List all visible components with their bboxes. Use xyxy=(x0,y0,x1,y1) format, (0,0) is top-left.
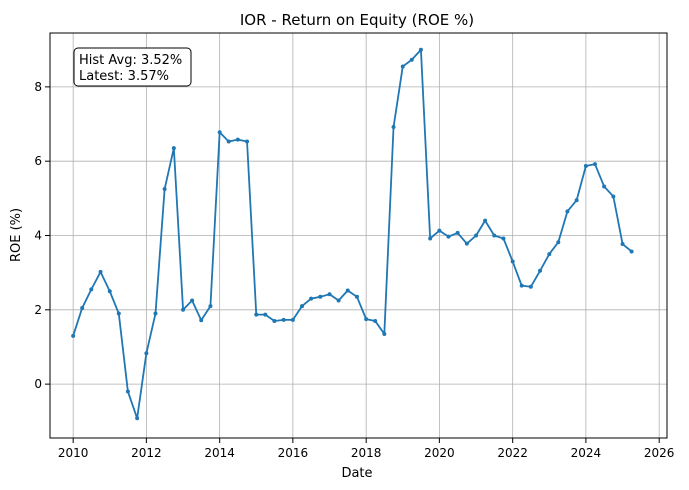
data-point xyxy=(547,252,552,257)
x-tick-label: 2010 xyxy=(58,446,89,460)
data-point xyxy=(226,139,231,144)
x-tick-label: 2014 xyxy=(204,446,235,460)
data-point xyxy=(593,162,598,167)
data-point xyxy=(245,139,250,144)
data-point xyxy=(538,268,543,273)
y-axis: 0 2 4 6 8 xyxy=(34,80,50,391)
data-point xyxy=(620,242,625,247)
x-tick-label: 2018 xyxy=(351,446,382,460)
data-point xyxy=(125,389,130,394)
data-point xyxy=(446,234,451,239)
data-point xyxy=(116,311,121,316)
data-point xyxy=(583,164,588,169)
x-tick-label: 2012 xyxy=(131,446,162,460)
data-point xyxy=(272,318,277,323)
data-point xyxy=(290,317,295,322)
data-point xyxy=(217,130,222,135)
data-point xyxy=(382,331,387,336)
annotation-hist-avg: Hist Avg: 3.52% xyxy=(79,53,182,68)
data-point xyxy=(464,241,469,246)
data-point xyxy=(474,233,479,238)
x-axis-label: Date xyxy=(341,466,372,481)
y-tick-label: 8 xyxy=(34,80,42,94)
data-point xyxy=(373,318,378,323)
data-point xyxy=(409,57,414,62)
data-point xyxy=(327,292,332,297)
data-point xyxy=(400,64,405,69)
x-tick-label: 2026 xyxy=(644,446,675,460)
data-point xyxy=(318,294,323,299)
data-point xyxy=(309,296,314,301)
data-point xyxy=(254,312,259,317)
grid xyxy=(50,33,667,438)
data-point xyxy=(235,137,240,142)
data-point xyxy=(428,236,433,241)
data-point xyxy=(391,125,396,130)
data-point xyxy=(162,187,167,192)
y-tick-label: 2 xyxy=(34,303,42,317)
data-point xyxy=(144,351,149,356)
y-tick-label: 6 xyxy=(34,154,42,168)
data-point xyxy=(89,287,94,292)
data-point xyxy=(418,47,423,52)
annotation-latest: Latest: 3.57% xyxy=(79,69,169,84)
data-point xyxy=(135,416,140,421)
data-point xyxy=(199,318,204,323)
data-point xyxy=(98,269,103,274)
y-tick-label: 0 xyxy=(34,377,42,391)
series-line xyxy=(72,48,633,420)
data-point xyxy=(354,294,359,299)
data-point xyxy=(107,289,112,294)
data-point xyxy=(574,198,579,203)
data-point xyxy=(556,240,561,245)
data-point xyxy=(153,311,158,316)
annotation-box xyxy=(73,47,192,87)
y-tick-label: 4 xyxy=(34,229,42,243)
data-point xyxy=(171,146,176,151)
x-tick-label: 2020 xyxy=(424,446,455,460)
data-point xyxy=(71,333,76,338)
data-point xyxy=(492,233,497,238)
data-point xyxy=(565,209,570,214)
stats-annotation: Hist Avg: 3.52% Latest: 3.57% xyxy=(73,47,192,87)
data-point xyxy=(345,288,350,293)
data-point xyxy=(455,230,460,235)
data-point xyxy=(519,283,524,288)
data-point xyxy=(528,284,533,289)
x-tick-label: 2016 xyxy=(278,446,309,460)
data-point xyxy=(602,184,607,189)
data-point xyxy=(510,259,515,264)
data-point xyxy=(190,298,195,303)
data-point xyxy=(483,218,488,223)
data-point xyxy=(364,317,369,322)
data-point xyxy=(181,307,186,312)
data-point xyxy=(263,312,268,317)
x-axis: 2010 2012 2014 2016 2018 2020 2022 2024 2026 xyxy=(58,438,675,460)
series-line-group xyxy=(72,48,633,420)
data-point xyxy=(208,304,213,309)
y-axis-label: ROE (%) xyxy=(9,208,24,262)
x-tick-label: 2024 xyxy=(571,446,602,460)
data-point xyxy=(80,305,85,310)
data-point xyxy=(281,317,286,322)
x-tick-label: 2022 xyxy=(497,446,528,460)
data-points xyxy=(71,47,634,421)
data-point xyxy=(437,228,442,233)
data-point xyxy=(299,304,304,309)
chart-title: IOR - Return on Equity (ROE %) xyxy=(240,11,474,29)
data-point xyxy=(611,194,616,199)
data-point xyxy=(629,249,634,254)
data-point xyxy=(501,236,506,241)
data-point xyxy=(336,298,341,303)
